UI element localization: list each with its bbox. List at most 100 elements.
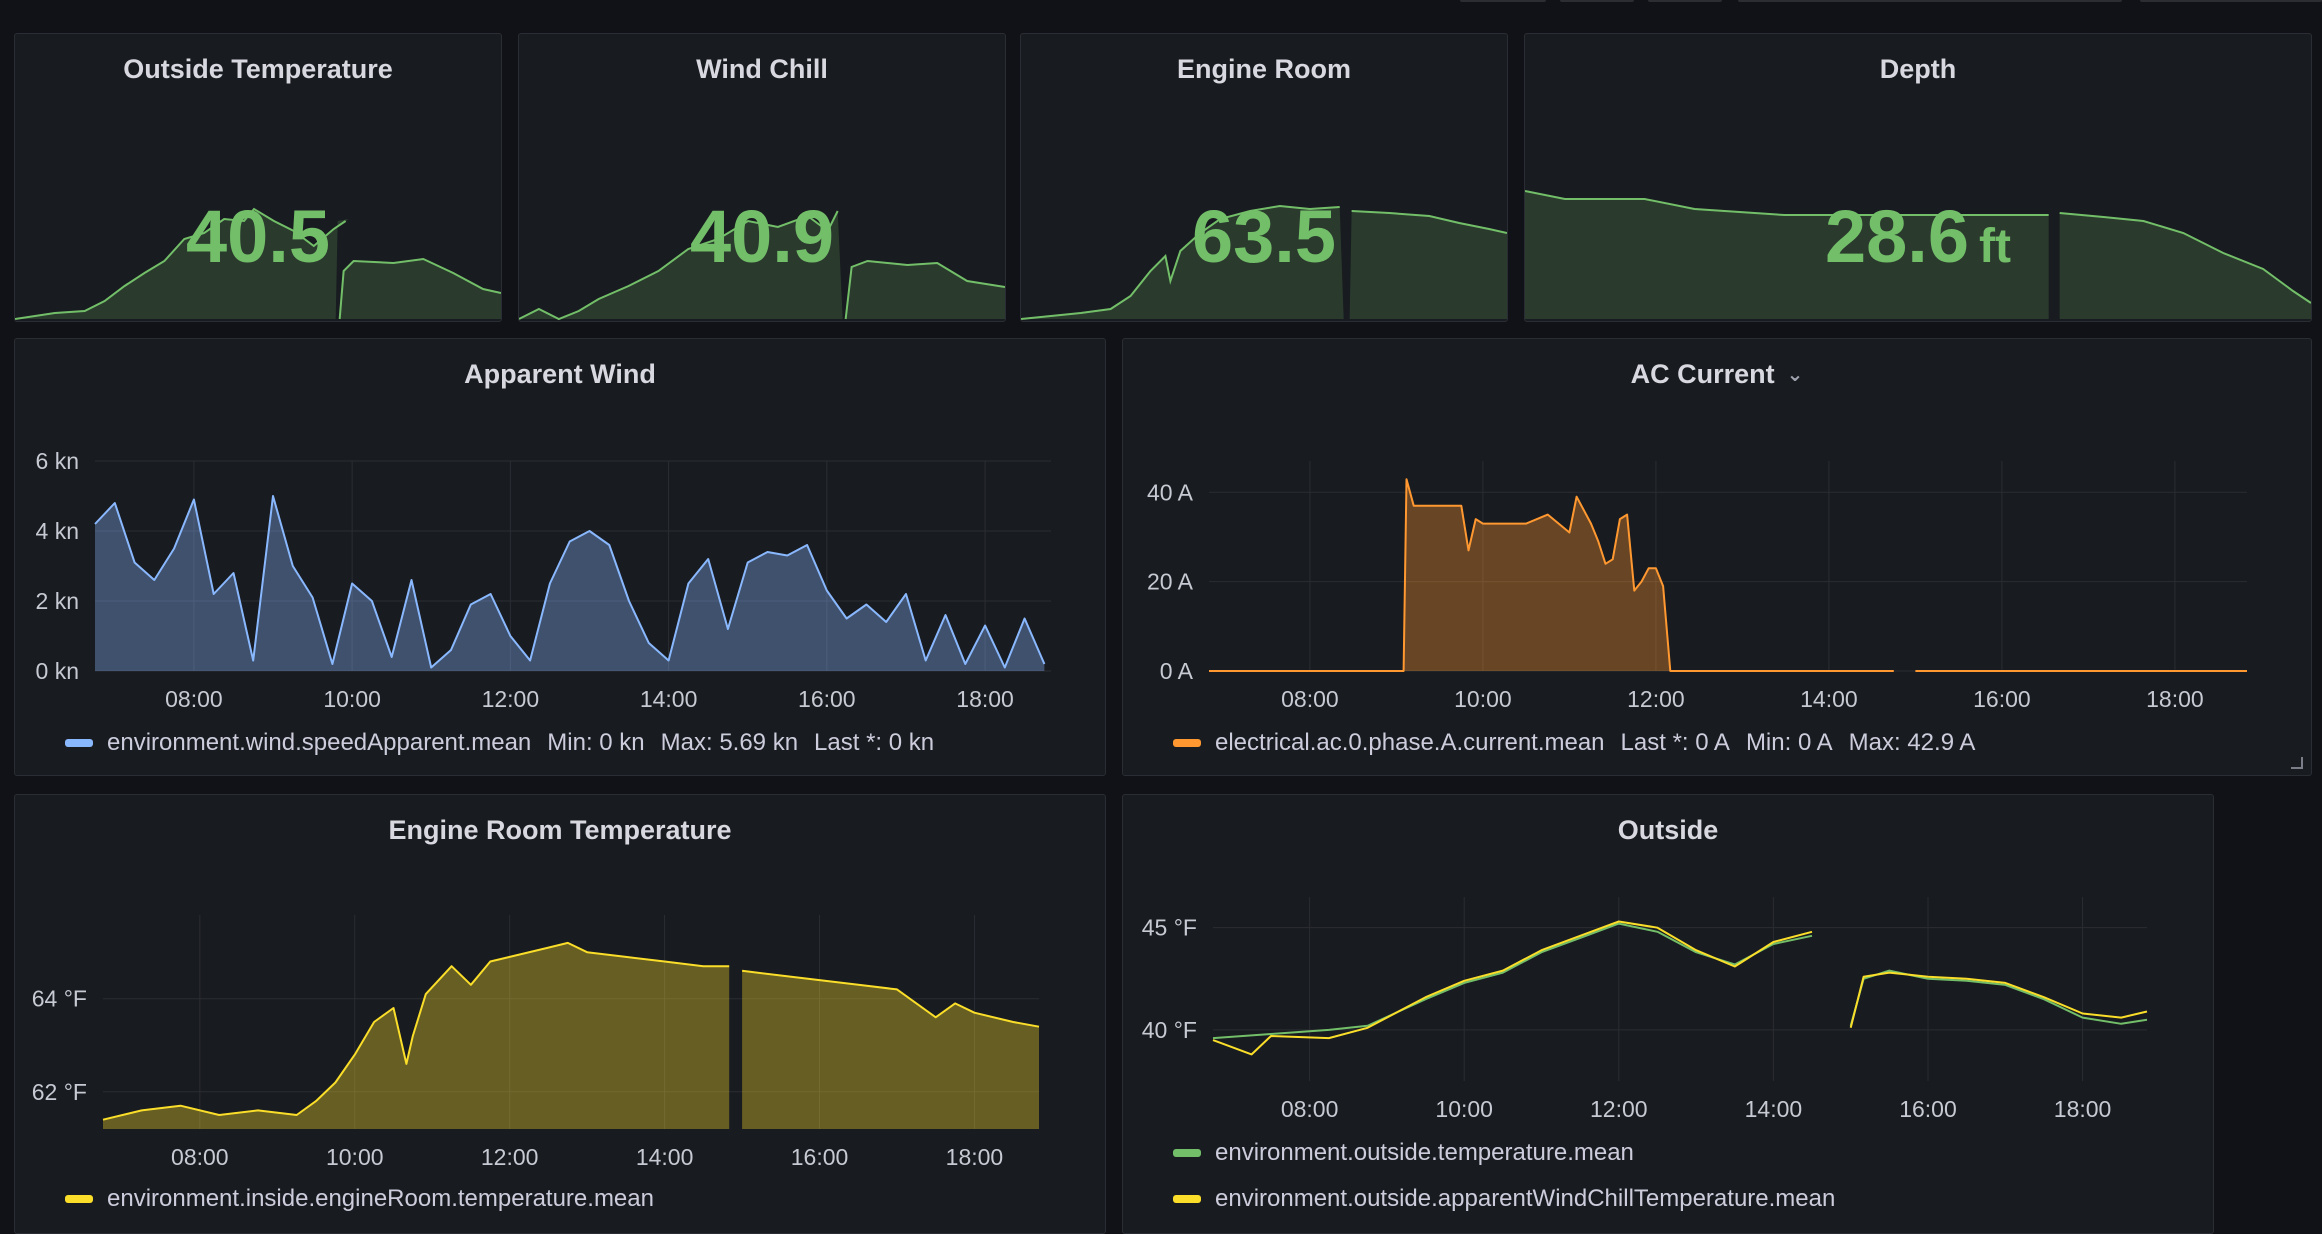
series-line[interactable] (1849, 969, 2148, 1027)
chart-ac-current[interactable]: 0 A 20 A 40 A 08:00 10:00 12:00 14:00 16:00 18:0… (1123, 339, 2312, 709)
toolbar-stub[interactable] (1738, 0, 2122, 2)
stat-value: 28.6 ft (1825, 195, 2011, 278)
panel-title: Apparent Wind (464, 359, 656, 389)
y-tick-label: 6 kn (36, 448, 79, 474)
legend-swatch (65, 739, 93, 747)
toolbar-stub[interactable] (1560, 0, 1634, 2)
stat-value: 40.5 (185, 195, 331, 278)
series-line[interactable] (102, 941, 730, 1121)
stat-panel-wind-chill[interactable]: Wind Chill 40.9 (518, 33, 1006, 322)
legend-item[interactable]: environment.outside.temperature.mean (1173, 1139, 1634, 1167)
y-tick-label: 0 kn (36, 658, 79, 684)
panel-title: Wind Chill (696, 54, 828, 84)
legend-swatch (65, 1195, 93, 1203)
series-line[interactable] (1212, 920, 1813, 1056)
y-tick-label: 4 kn (36, 518, 79, 544)
y-tick-label: 0 A (1160, 658, 1194, 684)
legend-swatch (1173, 739, 1201, 747)
panel-title: Depth (1879, 54, 1957, 84)
x-tick-label: 16:00 (798, 686, 856, 709)
chart-apparent-wind[interactable]: 0 kn 2 kn 4 kn 6 kn 08:00 10:00 12:00 14:00 16:0… (15, 339, 1106, 709)
x-tick-label: 14:00 (640, 686, 698, 709)
panel-ac-current[interactable]: AC Current ⌄ 0 A 20 A 40 A 08:00 10:00 12:00 14… (1122, 338, 2312, 776)
legend-series-name[interactable]: environment.outside.temperature.mean (1215, 1139, 1634, 1166)
x-tick-label: 10:00 (323, 686, 381, 709)
toolbar-stub[interactable] (1460, 0, 1546, 2)
x-tick-label: 16:00 (1973, 686, 2031, 709)
series-area (103, 942, 730, 1129)
x-tick-label: 12:00 (1590, 1096, 1648, 1122)
panel-title: Engine Room Temperature (388, 815, 732, 845)
panel-title: Outside Temperature (123, 54, 393, 84)
x-tick-label: 10:00 (1435, 1096, 1493, 1122)
x-tick-label: 18:00 (2054, 1096, 2112, 1122)
x-tick-label: 12:00 (1627, 686, 1685, 709)
y-tick-label: 45 °F (1142, 915, 1197, 941)
series-line[interactable] (1212, 922, 1813, 1040)
chevron-down-icon[interactable]: ⌄ (1786, 364, 1804, 386)
legend-series-name[interactable]: environment.outside.apparentWindChillTem… (1215, 1185, 1836, 1212)
series-line[interactable] (741, 969, 1040, 1028)
legend-stat-max: Max: 5.69 kn (660, 729, 799, 756)
sparkline (519, 210, 1005, 321)
legend-stat-min: Min: 0 A (1745, 729, 1833, 756)
x-tick-label: 08:00 (165, 686, 223, 709)
x-tick-label: 08:00 (1281, 686, 1339, 709)
legend-swatch (1173, 1195, 1201, 1203)
legend-swatch (1173, 1149, 1201, 1157)
legend-stat-last: Last *: 0 kn (814, 729, 935, 756)
legend-stat-max: Max: 42.9 A (1848, 729, 1976, 756)
legend-series-name[interactable]: environment.inside.engineRoom.temperatur… (107, 1185, 654, 1212)
y-tick-label: 64 °F (32, 986, 87, 1012)
series-line[interactable] (1849, 971, 2148, 1029)
x-tick-label: 10:00 (1454, 686, 1512, 709)
x-tick-label: 08:00 (1281, 1096, 1339, 1122)
panel-apparent-wind[interactable]: Apparent Wind 0 kn 2 kn 4 kn 6 kn 08:00 10:00… (14, 338, 1106, 776)
legend[interactable]: electrical.ac.0.phase.A.current.mean Las… (1173, 729, 1975, 757)
x-tick-label: 18:00 (2146, 686, 2204, 709)
x-tick-label: 18:00 (946, 1144, 1004, 1165)
x-tick-label: 14:00 (636, 1144, 694, 1165)
chart-engine-room-temperature[interactable]: 62 °F 64 °F 08:00 10:00 12:00 14:00 16:00 18:00 (15, 795, 1106, 1165)
x-tick-label: 12:00 (481, 1144, 539, 1165)
chart-outside[interactable]: 40 °F 45 °F 08:00 10:00 12:00 14:00 16:00 18:00 (1123, 795, 2214, 1145)
sparkline (1525, 190, 2311, 319)
y-tick-label: 40 A (1147, 479, 1194, 505)
legend-item[interactable]: environment.outside.apparentWindChillTem… (1173, 1185, 1835, 1213)
series-line[interactable] (94, 495, 1046, 669)
x-tick-label: 08:00 (171, 1144, 229, 1165)
sparkline (1021, 204, 1507, 320)
stat-panel-outside-temperature[interactable]: Outside Temperature 40.5 (14, 33, 502, 322)
legend[interactable]: environment.wind.speedApparent.mean Min:… (65, 729, 934, 757)
y-tick-label: 40 °F (1142, 1017, 1197, 1043)
legend-series-name[interactable]: electrical.ac.0.phase.A.current.mean (1215, 729, 1605, 756)
resize-handle[interactable] (2291, 757, 2303, 769)
legend[interactable]: environment.inside.engineRoom.temperatur… (65, 1185, 654, 1213)
series-area (95, 496, 1045, 671)
x-tick-label: 14:00 (1800, 686, 1858, 709)
panel-title: Engine Room (1177, 54, 1351, 84)
stat-panel-depth[interactable]: Depth 28.6 ft (1524, 33, 2312, 322)
series-line[interactable] (1209, 478, 1894, 672)
legend-stat-min: Min: 0 kn (547, 729, 645, 756)
panel-engine-room-temperature[interactable]: Engine Room Temperature 62 °F 64 °F 08:00 1… (14, 794, 1106, 1234)
stat-panel-engine-room[interactable]: Engine Room 63.5 (1020, 33, 1508, 322)
y-tick-label: 20 A (1147, 569, 1194, 595)
x-tick-label: 18:00 (956, 686, 1014, 709)
legend-series-name[interactable]: environment.wind.speedApparent.mean (107, 729, 532, 756)
x-tick-label: 10:00 (326, 1144, 384, 1165)
toolbar-stub[interactable] (2140, 0, 2322, 2)
panel-title[interactable]: AC Current ⌄ (1630, 359, 1804, 389)
x-tick-label: 14:00 (1745, 1096, 1803, 1122)
y-tick-label: 2 kn (36, 588, 79, 614)
y-tick-label: 62 °F (32, 1079, 87, 1105)
series-area (1209, 479, 1894, 671)
sparkline (15, 207, 501, 320)
panel-outside[interactable]: Outside 40 °F 45 °F 08:00 10:00 12:00 14:00 16… (1122, 794, 2214, 1234)
x-tick-label: 16:00 (1899, 1096, 1957, 1122)
toolbar-stub[interactable] (1648, 0, 1722, 2)
x-tick-label: 16:00 (791, 1144, 849, 1165)
panel-title: Outside (1617, 815, 1719, 845)
stat-value: 63.5 (1191, 195, 1337, 278)
series-area (742, 970, 1039, 1129)
